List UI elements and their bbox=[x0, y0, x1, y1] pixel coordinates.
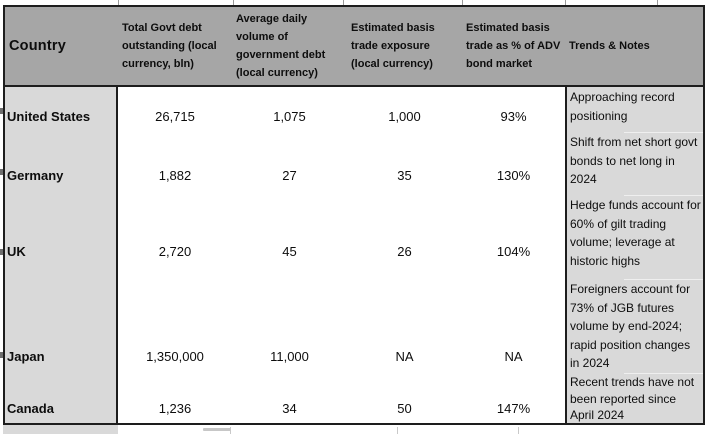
header-cell-avg-daily-volume: Average daily volume of government debt … bbox=[232, 7, 347, 87]
cutoff-text-fragment bbox=[0, 169, 3, 175]
cutoff-text-fragment bbox=[0, 108, 3, 114]
pct-of-adv-cell: NA bbox=[462, 279, 565, 373]
top-partial-row bbox=[0, 0, 707, 5]
gridline bbox=[233, 0, 234, 5]
header-cell-basis-exposure: Estimated basis trade exposure (local cu… bbox=[347, 7, 462, 87]
avg-daily-volume-cell: 45 bbox=[232, 195, 347, 279]
country-cell: United States bbox=[5, 87, 118, 132]
pct-of-adv-cell: 130% bbox=[462, 132, 565, 195]
header-label: Country bbox=[9, 38, 66, 54]
header-label: Estimated basis trade as % of ADV bond m… bbox=[466, 22, 561, 70]
total-debt-cell: 2,720 bbox=[118, 195, 232, 279]
notes-cell: Shift from net short govt bonds to net l… bbox=[565, 132, 703, 195]
gridline bbox=[518, 427, 519, 434]
cutoff-text-fragment bbox=[0, 352, 3, 358]
pct-of-adv-cell: 104% bbox=[462, 195, 565, 279]
header-label: Trends & Notes bbox=[569, 40, 650, 52]
header-label: Estimated basis trade exposure (local cu… bbox=[351, 22, 435, 70]
avg-daily-volume-cell: 1,075 bbox=[232, 87, 347, 132]
country-column-continuation bbox=[3, 425, 118, 434]
pct-of-adv-cell: 147% bbox=[462, 373, 565, 423]
total-debt-cell: 26,715 bbox=[118, 87, 232, 132]
notes-cell: Foreigners account for 73% of JGB future… bbox=[565, 279, 703, 373]
table-grid: Country Total Govt debt outstanding (loc… bbox=[5, 7, 703, 423]
notes-cell: Recent trends have not been reported sin… bbox=[565, 373, 703, 423]
govt-debt-basis-trade-table: Country Total Govt debt outstanding (loc… bbox=[3, 5, 705, 425]
avg-daily-volume-cell: 34 bbox=[232, 373, 347, 423]
gridline bbox=[118, 0, 119, 5]
header-cell-country: Country bbox=[5, 7, 118, 87]
gridline bbox=[343, 0, 344, 5]
pct-of-adv-cell: 93% bbox=[462, 87, 565, 132]
country-cell: Japan bbox=[5, 279, 118, 373]
country-cell: Germany bbox=[5, 132, 118, 195]
notes-cell: Hedge funds account for 60% of gilt trad… bbox=[565, 195, 703, 279]
cutoff-text-fragment bbox=[0, 249, 3, 255]
bottom-partial-row bbox=[0, 425, 707, 434]
country-cell: Canada bbox=[5, 373, 118, 423]
gridline bbox=[462, 0, 463, 5]
total-debt-cell: 1,236 bbox=[118, 373, 232, 423]
basis-exposure-cell: NA bbox=[347, 279, 462, 373]
cutoff-value-fragment bbox=[203, 428, 231, 431]
basis-exposure-cell: 35 bbox=[347, 132, 462, 195]
total-debt-cell: 1,882 bbox=[118, 132, 232, 195]
gridline bbox=[657, 0, 658, 5]
basis-exposure-cell: 1,000 bbox=[347, 87, 462, 132]
avg-daily-volume-cell: 27 bbox=[232, 132, 347, 195]
avg-daily-volume-cell: 11,000 bbox=[232, 279, 347, 373]
header-cell-total-debt: Total Govt debt outstanding (local curre… bbox=[118, 7, 232, 87]
basis-exposure-cell: 50 bbox=[347, 373, 462, 423]
total-debt-cell: 1,350,000 bbox=[118, 279, 232, 373]
basis-exposure-cell: 26 bbox=[347, 195, 462, 279]
gridline bbox=[230, 427, 231, 434]
header-cell-pct-of-adv: Estimated basis trade as % of ADV bond m… bbox=[462, 7, 565, 87]
left-partial-column bbox=[0, 0, 3, 434]
header-cell-trends-notes: Trends & Notes bbox=[565, 7, 703, 87]
notes-cell: Approaching record positioning bbox=[565, 87, 703, 132]
gridline bbox=[565, 0, 566, 5]
gridline bbox=[397, 427, 398, 434]
header-label: Total Govt debt outstanding (local curre… bbox=[122, 22, 217, 70]
header-label: Average daily volume of government debt … bbox=[236, 13, 326, 79]
country-cell: UK bbox=[5, 195, 118, 279]
